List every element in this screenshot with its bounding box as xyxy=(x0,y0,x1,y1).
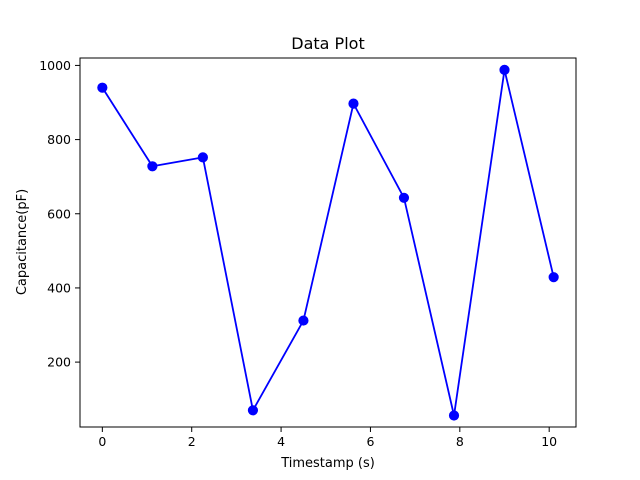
x-axis-title: Timestamp (s) xyxy=(280,456,375,471)
y-tick-label: 200 xyxy=(47,355,71,370)
x-axis: 0 2 4 6 8 10 xyxy=(98,427,557,449)
plot-area-frame xyxy=(79,57,577,428)
series-layer xyxy=(97,64,559,421)
data-point xyxy=(197,152,208,163)
data-point xyxy=(499,64,510,75)
y-axis-title: Capacitance(pF) xyxy=(15,189,30,295)
chart-title: Data Plot xyxy=(291,34,364,53)
series-line xyxy=(101,68,555,417)
y-tick-label: 600 xyxy=(47,206,71,221)
data-point xyxy=(298,315,309,326)
data-point xyxy=(548,272,559,283)
y-tick-label: 1000 xyxy=(39,58,71,73)
data-point xyxy=(147,161,158,172)
data-point xyxy=(97,82,108,93)
y-axis: 200 400 600 800 1000 xyxy=(39,58,80,370)
data-point xyxy=(348,98,359,109)
x-tick-label: 4 xyxy=(277,434,285,449)
data-point xyxy=(247,405,259,416)
x-tick-label: 0 xyxy=(98,434,106,449)
x-tick-label: 10 xyxy=(541,434,557,449)
x-tick-label: 2 xyxy=(188,434,196,449)
x-tick-label: 8 xyxy=(456,434,464,449)
y-tick-label: 400 xyxy=(47,280,71,295)
y-tick-label: 800 xyxy=(47,132,71,147)
x-tick-label: 6 xyxy=(366,434,374,449)
data-point xyxy=(448,410,460,421)
data-point xyxy=(398,192,410,203)
